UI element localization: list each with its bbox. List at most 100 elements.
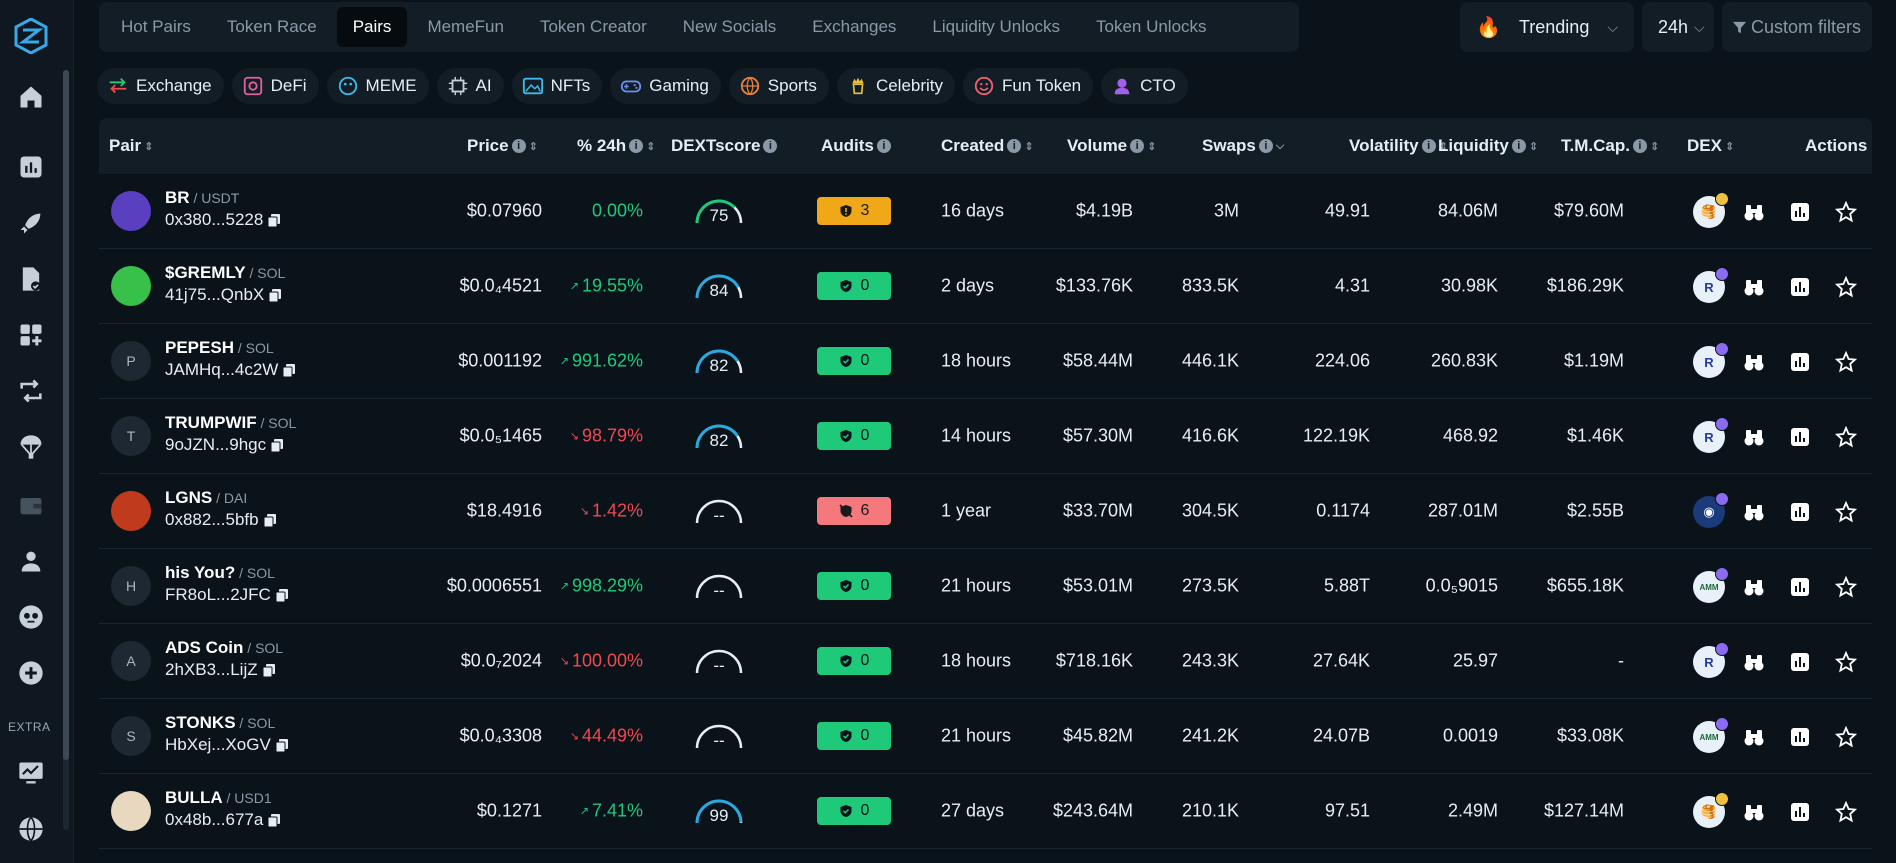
info-icon[interactable]: i xyxy=(629,139,644,153)
airdrop-icon[interactable] xyxy=(16,432,46,462)
home-icon[interactable] xyxy=(16,82,46,112)
copy-icon[interactable] xyxy=(262,663,276,678)
audit-badge[interactable]: 0 xyxy=(817,347,891,375)
tab-new-socials[interactable]: New Socials xyxy=(682,17,777,36)
dex-bsc-icon[interactable]: 🥞 xyxy=(1693,792,1729,828)
binoculars-icon[interactable] xyxy=(1743,351,1765,373)
category-gaming[interactable]: Gaming xyxy=(610,68,721,104)
tab-liquidity-unlocks[interactable]: Liquidity Unlocks xyxy=(932,17,1060,36)
audit-badge[interactable]: 3 xyxy=(817,197,891,225)
audit-badge[interactable]: 0 xyxy=(817,572,891,600)
token-avatar[interactable]: A xyxy=(111,641,151,681)
binoculars-icon[interactable] xyxy=(1743,576,1765,598)
audit-badge[interactable]: 0 xyxy=(817,797,891,825)
pair-name[interactable]: LGNS / DAI xyxy=(165,488,247,508)
tab-token-unlocks[interactable]: Token Unlocks xyxy=(1095,17,1207,36)
dex-amm-icon[interactable]: AMM xyxy=(1693,567,1729,603)
copy-icon[interactable] xyxy=(282,363,296,378)
globe-icon[interactable] xyxy=(16,814,46,844)
star-icon[interactable] xyxy=(1835,426,1857,448)
binoculars-icon[interactable] xyxy=(1743,801,1765,823)
token-avatar[interactable]: P xyxy=(111,341,151,381)
star-icon[interactable] xyxy=(1835,501,1857,523)
dextools-logo-icon[interactable] xyxy=(14,18,48,54)
table-row[interactable]: BULLA / USD1 0x48b...677a $0.1271 ↗ 7.41% 99 0… xyxy=(99,774,1872,849)
col-created[interactable]: Created i ⇕ xyxy=(941,136,1034,156)
binoculars-icon[interactable] xyxy=(1743,726,1765,748)
star-icon[interactable] xyxy=(1835,651,1857,673)
audit-document-icon[interactable] xyxy=(16,264,46,294)
token-avatar[interactable] xyxy=(111,266,151,306)
chart-stats-icon[interactable] xyxy=(1789,276,1811,298)
dextscore-gauge[interactable]: 99 xyxy=(691,795,747,827)
dextscore-gauge[interactable]: 75 xyxy=(691,195,747,227)
col-dex[interactable]: DEX ⇕ xyxy=(1687,136,1734,156)
chart-stats-icon[interactable] xyxy=(16,152,46,182)
token-avatar[interactable]: T xyxy=(111,416,151,456)
copy-icon[interactable] xyxy=(263,513,277,528)
info-icon[interactable]: i xyxy=(1421,139,1436,153)
dextscore-gauge[interactable]: -- xyxy=(691,495,747,527)
col-tmcap[interactable]: T.M.Cap. i ⇕ xyxy=(1561,136,1659,156)
token-avatar[interactable] xyxy=(111,491,151,531)
col-pair[interactable]: Pair ⇕ xyxy=(109,136,153,156)
audit-badge[interactable]: 0 xyxy=(817,272,891,300)
dex-sol-icon[interactable]: R xyxy=(1693,267,1729,303)
table-row[interactable]: BR / USDT 0x380...5228 $0.07960 0.00% 75 3 16 … xyxy=(99,174,1872,249)
token-avatar[interactable]: S xyxy=(111,716,151,756)
dextscore-gauge[interactable]: 84 xyxy=(691,270,747,302)
binoculars-icon[interactable] xyxy=(1743,651,1765,673)
dextscore-gauge[interactable]: 82 xyxy=(691,420,747,452)
pair-name[interactable]: PEPESH / SOL xyxy=(165,338,274,358)
dextscore-gauge[interactable]: -- xyxy=(691,570,747,602)
pair-name[interactable]: ADS Coin / SOL xyxy=(165,638,283,658)
tab-pairs[interactable]: Pairs xyxy=(336,7,408,47)
copy-icon[interactable] xyxy=(275,738,289,753)
star-icon[interactable] xyxy=(1835,351,1857,373)
custom-filters-button[interactable]: Custom filters xyxy=(1722,2,1872,52)
token-avatar[interactable] xyxy=(111,791,151,831)
copy-icon[interactable] xyxy=(275,588,289,603)
pair-name[interactable]: his You? / SOL xyxy=(165,563,275,583)
info-icon[interactable]: i xyxy=(763,139,778,153)
col-price[interactable]: Price i ⇕ xyxy=(467,136,538,156)
wallet-icon[interactable] xyxy=(16,490,46,520)
dex-sol-icon[interactable]: R xyxy=(1693,642,1729,678)
token-avatar[interactable]: H xyxy=(111,566,151,606)
audit-badge[interactable]: 0 xyxy=(817,722,891,750)
category-defi[interactable]: DeFi xyxy=(231,68,319,104)
chart-stats-icon[interactable] xyxy=(1789,426,1811,448)
table-row[interactable]: $GREMLY / SOL 41j75...QnbX $0.0₄4521 ↗ 19.55… xyxy=(99,249,1872,324)
chart-stats-icon[interactable] xyxy=(1789,726,1811,748)
col-swaps[interactable]: Swaps i ⌵ xyxy=(1202,136,1284,156)
copy-icon[interactable] xyxy=(268,288,282,303)
star-icon[interactable] xyxy=(1835,201,1857,223)
chart-stats-icon[interactable] xyxy=(1789,576,1811,598)
category-sports[interactable]: Sports xyxy=(728,68,829,104)
star-icon[interactable] xyxy=(1835,276,1857,298)
mascot-icon[interactable] xyxy=(16,602,46,632)
dex-amm-icon[interactable]: AMM xyxy=(1693,717,1729,753)
tab-token-race[interactable]: Token Race xyxy=(226,17,317,36)
dex-sol-icon[interactable]: R xyxy=(1693,417,1729,453)
tab-memefun[interactable]: MemeFun xyxy=(427,17,504,36)
col-dextscore[interactable]: DEXTscore i xyxy=(671,136,778,156)
table-row[interactable]: T TRUMPWIF / SOL 9oJZN...9hgc $0.0₅1465 ↘ 98.… xyxy=(99,399,1872,474)
copy-icon[interactable] xyxy=(270,438,284,453)
copy-icon[interactable] xyxy=(267,813,281,828)
monitor-chart-icon[interactable] xyxy=(16,758,46,788)
category-nfts[interactable]: NFTs xyxy=(511,68,603,104)
tab-hot-pairs[interactable]: Hot Pairs xyxy=(121,17,191,36)
audit-badge[interactable]: 0 xyxy=(817,422,891,450)
dextscore-gauge[interactable]: 82 xyxy=(691,345,747,377)
chart-stats-icon[interactable] xyxy=(1789,351,1811,373)
category-fun-token[interactable]: Fun Token xyxy=(963,68,1094,104)
dextscore-gauge[interactable]: -- xyxy=(691,720,747,752)
swap-icon[interactable] xyxy=(16,376,46,406)
chart-stats-icon[interactable] xyxy=(1789,801,1811,823)
table-row[interactable]: P PEPESH / SOL JAMHq...4c2W $0.001192 ↗ 991.6… xyxy=(99,324,1872,399)
category-cto[interactable]: CTO xyxy=(1101,68,1188,104)
pair-name[interactable]: $GREMLY / SOL xyxy=(165,263,285,283)
info-icon[interactable]: i xyxy=(1511,139,1526,153)
